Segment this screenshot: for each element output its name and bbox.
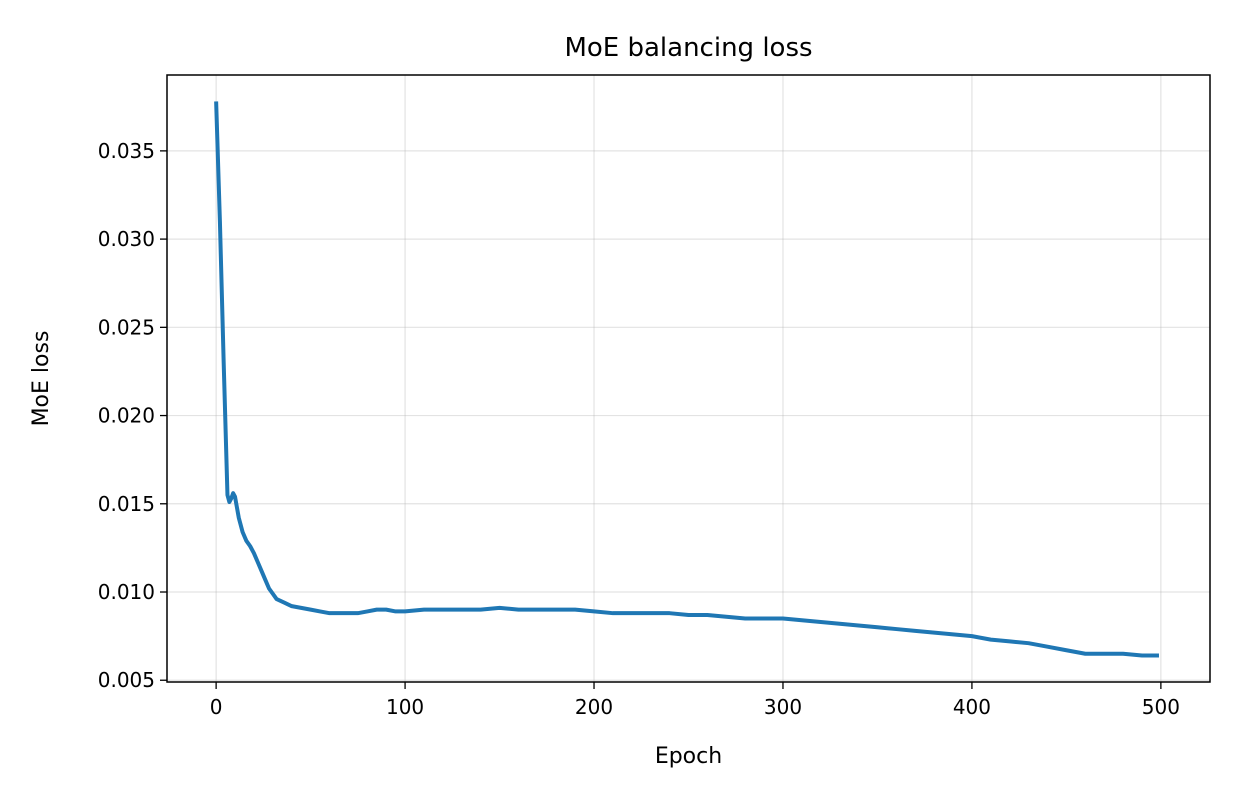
y-tick-label: 0.005 bbox=[98, 668, 155, 692]
x-tick-label: 100 bbox=[386, 695, 424, 719]
y-tick-label: 0.030 bbox=[98, 227, 155, 251]
y-tick-label: 0.035 bbox=[98, 139, 155, 163]
x-tick-label: 400 bbox=[953, 695, 991, 719]
y-tick-label: 0.010 bbox=[98, 580, 155, 604]
plot-frame bbox=[166, 74, 1211, 683]
x-tick-label: 300 bbox=[764, 695, 802, 719]
y-tick-label: 0.025 bbox=[98, 315, 155, 339]
x-tick-label: 0 bbox=[210, 695, 223, 719]
x-tick-label: 500 bbox=[1142, 695, 1180, 719]
series-layer bbox=[214, 101, 1159, 658]
y-axis-label: MoE loss bbox=[29, 331, 54, 427]
x-axis-label: Epoch bbox=[655, 744, 722, 769]
grid-layer bbox=[167, 75, 1210, 682]
tick-layer: 0 100 200 300 400 500 0.005 0.010 0.015 0.020 0.02… bbox=[98, 139, 1180, 719]
series-line bbox=[214, 101, 1159, 658]
y-tick-label: 0.020 bbox=[98, 404, 155, 428]
chart-title: MoE balancing loss bbox=[564, 33, 812, 63]
y-tick-label: 0.015 bbox=[98, 492, 155, 516]
x-tick-label: 200 bbox=[575, 695, 613, 719]
